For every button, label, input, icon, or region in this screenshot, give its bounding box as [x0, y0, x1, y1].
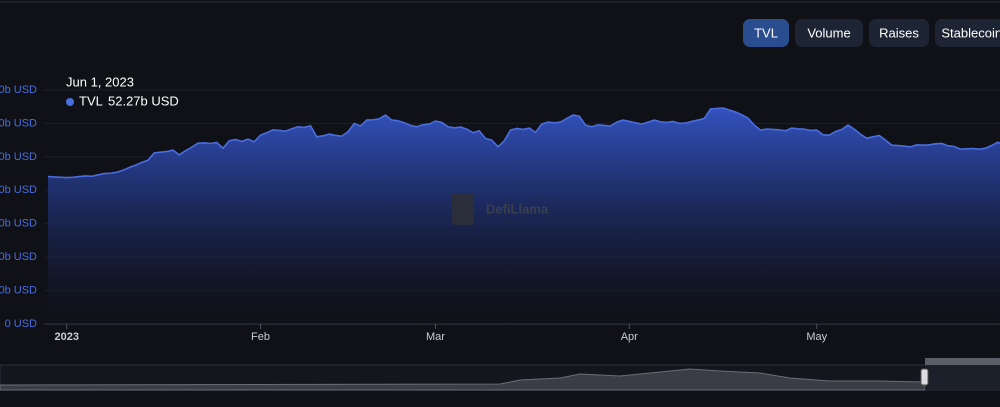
tooltip-dot [66, 98, 74, 106]
tab-button[interactable] [869, 19, 929, 47]
brush-handle-left[interactable] [920, 368, 929, 386]
y-tick-label: 30b USD [0, 218, 37, 230]
y-tick-label: 50b USD [0, 151, 37, 163]
x-tick-label: Mar [426, 331, 445, 343]
tooltip-series: TVL [79, 93, 103, 108]
y-tick-label: 70b USD [0, 84, 37, 96]
area-line [47, 107, 1000, 179]
brush-handle-top[interactable] [925, 358, 1000, 365]
brush[interactable] [0, 358, 1000, 391]
x-tick-label: Feb [251, 331, 270, 343]
x-axis: 2023 Feb Mar Apr May [55, 324, 828, 343]
tab-button[interactable] [743, 19, 789, 47]
y-tick-label: 0 USD [5, 318, 37, 330]
plot [47, 107, 1000, 324]
watermark-logo [452, 193, 474, 225]
tab-button-label: Raises [879, 25, 919, 40]
tab-button-label: TVL [754, 25, 778, 40]
tooltip-date: Jun 1, 2023 [66, 74, 134, 89]
x-tick-label: Apr [621, 331, 638, 343]
y-tick-label: 10b USD [0, 284, 37, 296]
y-tick-label: 60b USD [0, 117, 37, 129]
tab-button-label: Stablecoins [941, 25, 1000, 40]
tab-button-label: Volume [807, 25, 850, 40]
x-tick-label: 2023 [55, 331, 79, 343]
tooltip-value: 52.27b USD [108, 93, 179, 108]
tab-button[interactable] [935, 19, 1000, 47]
tab-button[interactable] [795, 19, 863, 47]
area-fill [48, 108, 1000, 324]
brush-window[interactable] [925, 365, 1000, 390]
watermark: DefiLlama [486, 201, 549, 216]
x-tick-label: May [806, 331, 827, 343]
y-tick-label: 20b USD [0, 251, 37, 263]
y-tick-label: 40b USD [0, 184, 37, 196]
button-bar: TVL Volume Raises Stablecoins [743, 19, 1000, 47]
tooltip: Jun 1, 2023 TVL 52.27b USD [66, 74, 179, 108]
